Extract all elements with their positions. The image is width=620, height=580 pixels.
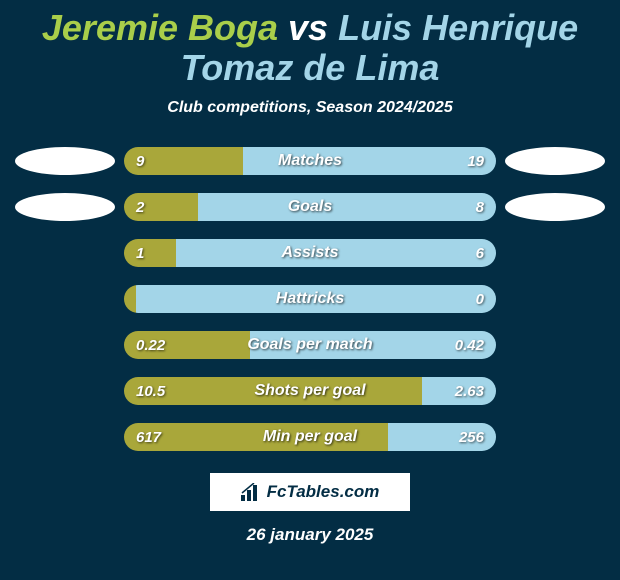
player1-name: Jeremie Boga bbox=[42, 7, 278, 48]
stat-label: Assists bbox=[282, 244, 339, 262]
subtitle: Club competitions, Season 2024/2025 bbox=[0, 99, 620, 117]
stat-row: 0.220.42Goals per match bbox=[10, 331, 610, 359]
stat-row: 28Goals bbox=[10, 193, 610, 221]
brand-logo: FcTables.com bbox=[210, 473, 410, 511]
stat-bar: 617256Min per goal bbox=[124, 423, 496, 451]
stat-row: 00Hattricks bbox=[10, 285, 610, 313]
stat-row: 919Matches bbox=[10, 147, 610, 175]
stat-bar: 00Hattricks bbox=[124, 285, 496, 313]
right-avatar-slot bbox=[500, 193, 610, 221]
stat-bar: 919Matches bbox=[124, 147, 496, 175]
brand-text: FcTables.com bbox=[267, 482, 380, 502]
stat-row: 617256Min per goal bbox=[10, 423, 610, 451]
stat-row: 16Assists bbox=[10, 239, 610, 267]
right-value: 256 bbox=[388, 423, 496, 451]
date-text: 26 january 2025 bbox=[0, 525, 620, 545]
left-value: 2 bbox=[124, 193, 198, 221]
comparison-title: Jeremie Boga vs Luis Henrique Tomaz de L… bbox=[0, 0, 620, 87]
stat-bar: 28Goals bbox=[124, 193, 496, 221]
player1-avatar bbox=[15, 147, 115, 175]
stat-bar: 16Assists bbox=[124, 239, 496, 267]
stat-label: Shots per goal bbox=[254, 382, 365, 400]
stat-label: Goals bbox=[288, 198, 332, 216]
chart-icon bbox=[241, 483, 261, 501]
left-avatar-slot bbox=[10, 193, 120, 221]
stat-bar: 0.220.42Goals per match bbox=[124, 331, 496, 359]
left-value: 1 bbox=[124, 239, 176, 267]
stat-label: Matches bbox=[278, 152, 342, 170]
player2-avatar bbox=[505, 193, 605, 221]
stat-label: Hattricks bbox=[276, 290, 344, 308]
left-avatar-slot bbox=[10, 147, 120, 175]
comparison-chart: 919Matches28Goals16Assists00Hattricks0.2… bbox=[0, 147, 620, 451]
player1-avatar bbox=[15, 193, 115, 221]
left-value: 0.22 bbox=[124, 331, 250, 359]
vs-text: vs bbox=[288, 7, 328, 48]
stat-label: Min per goal bbox=[263, 428, 357, 446]
left-value: 9 bbox=[124, 147, 243, 175]
right-value: 8 bbox=[198, 193, 496, 221]
stat-bar: 10.52.63Shots per goal bbox=[124, 377, 496, 405]
right-value: 2.63 bbox=[422, 377, 496, 405]
stat-label: Goals per match bbox=[247, 336, 372, 354]
right-avatar-slot bbox=[500, 147, 610, 175]
left-value: 0 bbox=[124, 285, 136, 313]
player2-avatar bbox=[505, 147, 605, 175]
stat-row: 10.52.63Shots per goal bbox=[10, 377, 610, 405]
